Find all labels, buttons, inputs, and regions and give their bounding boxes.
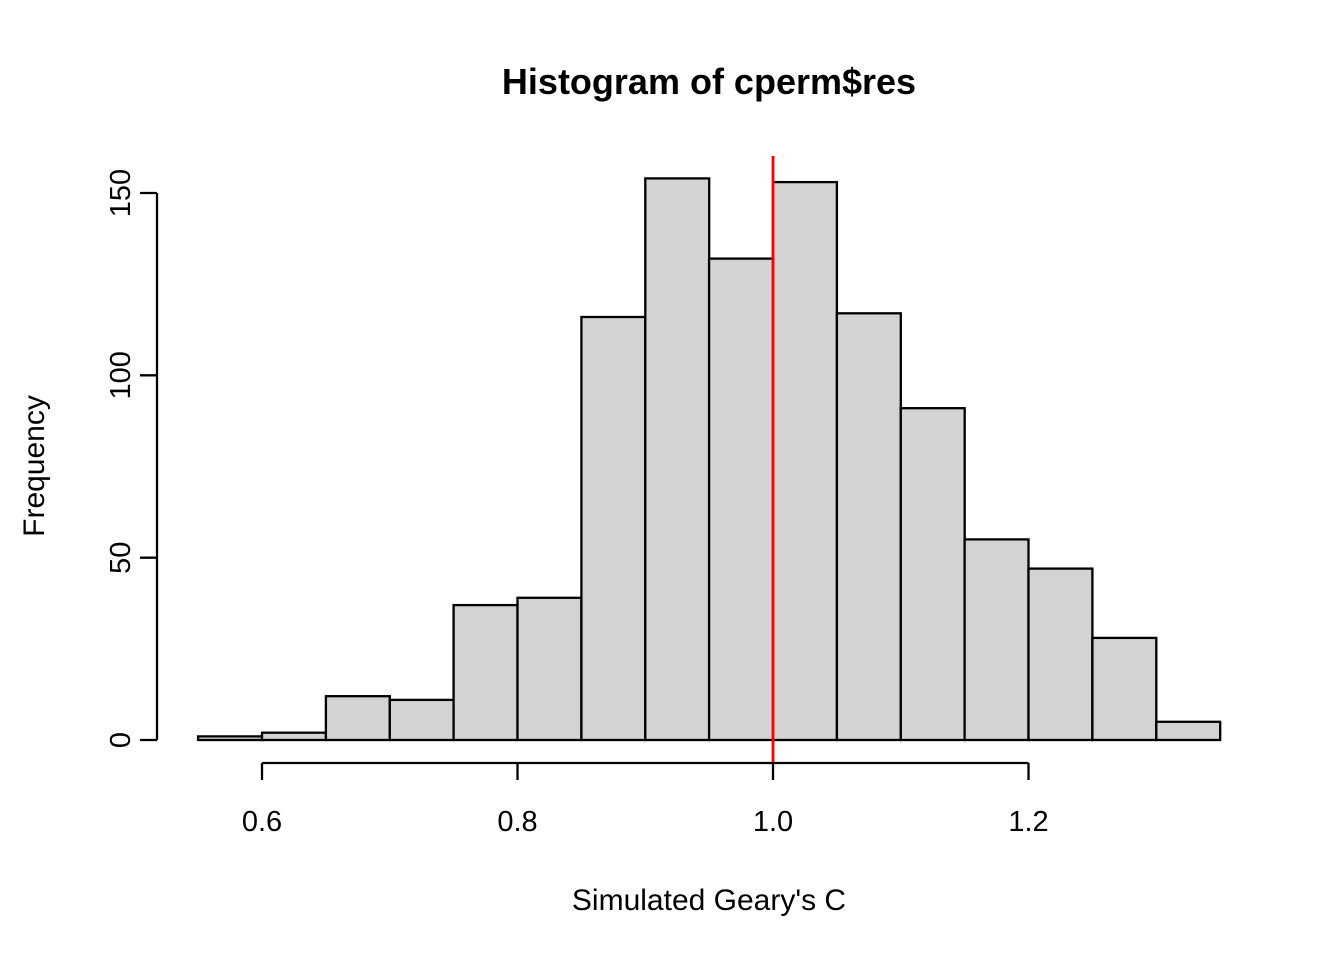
x-tick-label: 1.0 xyxy=(753,806,793,838)
histogram-bar xyxy=(1027,567,1094,742)
histogram-bar xyxy=(260,731,328,742)
histogram-bar xyxy=(835,312,902,742)
histogram-bar xyxy=(1091,636,1158,742)
histogram-bar xyxy=(580,315,647,742)
histogram-bar xyxy=(196,735,264,742)
y-tick-label: 150 xyxy=(105,169,137,217)
y-tick-label: 100 xyxy=(105,351,137,399)
chart-title: Histogram of cperm$res xyxy=(502,61,916,102)
y-axis-label: Frequency xyxy=(18,395,51,537)
histogram-bar xyxy=(388,698,455,742)
histogram-bar xyxy=(771,180,839,742)
histogram-bar xyxy=(324,695,391,742)
x-axis-label: Simulated Geary's C xyxy=(572,884,846,917)
histogram-bar xyxy=(1155,720,1222,742)
histogram-bar xyxy=(899,407,966,742)
axes-layer: 0 50 100 150 0.6 0.8 1.0 1.2 xyxy=(105,169,1049,838)
bars-layer xyxy=(196,177,1222,742)
x-tick-label: 0.6 xyxy=(242,806,282,838)
histogram-bar xyxy=(452,603,519,742)
x-tick-label: 1.2 xyxy=(1008,806,1048,838)
histogram-bar xyxy=(707,257,775,742)
histogram-bar xyxy=(516,596,583,742)
histogram-bar xyxy=(644,177,711,742)
y-tick-label: 50 xyxy=(105,542,137,574)
histogram-bar xyxy=(963,538,1030,742)
y-tick-label: 0 xyxy=(105,732,137,748)
x-tick-label: 0.8 xyxy=(497,806,537,838)
